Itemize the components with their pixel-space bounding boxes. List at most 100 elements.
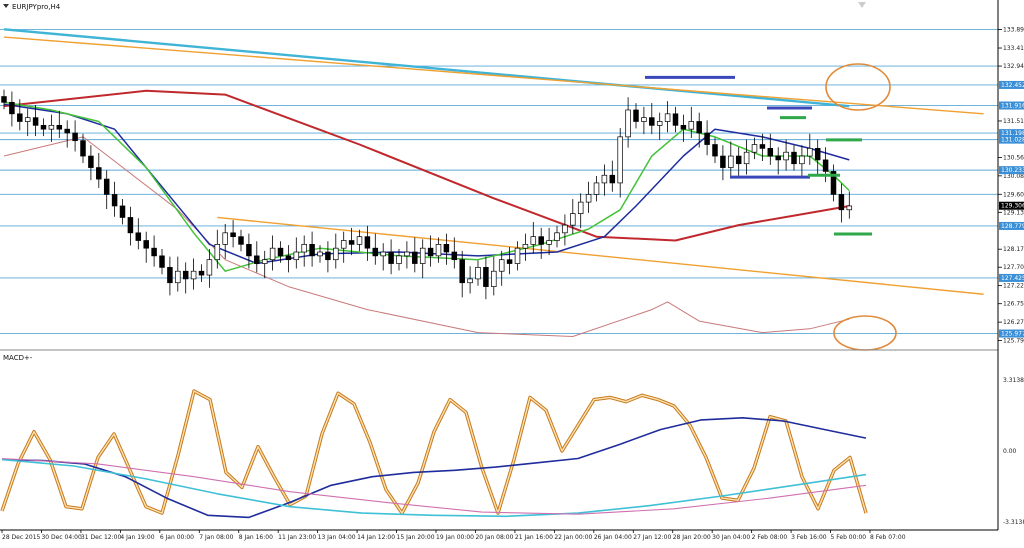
bear-candle-body xyxy=(325,251,331,261)
price-tick-label: 131.514 xyxy=(1003,118,1024,125)
candle xyxy=(96,152,102,188)
bear-candle-body xyxy=(198,270,205,276)
candle xyxy=(672,106,679,133)
macd-tick-label: 3.3138 xyxy=(1003,377,1024,384)
price-tick-label: 130.084 xyxy=(1003,173,1024,180)
price-label-text: 131.198 xyxy=(1001,130,1024,137)
candle xyxy=(577,193,584,229)
bear-candle-body xyxy=(285,255,292,261)
candle xyxy=(48,114,55,142)
candle xyxy=(412,237,418,273)
candle xyxy=(419,239,426,279)
bull-candle-body xyxy=(728,155,734,168)
bear-candle-body xyxy=(182,270,189,280)
candle xyxy=(617,128,623,198)
bull-candle-body xyxy=(475,267,481,280)
candle xyxy=(159,248,165,275)
bear-candle-body xyxy=(277,247,284,257)
candle xyxy=(380,243,386,271)
bull-candle-body xyxy=(333,247,339,261)
annotation-marks xyxy=(645,63,897,351)
time-tick-label: 13 Jan 04:00 xyxy=(318,534,356,541)
bull-candle-body xyxy=(641,117,647,122)
bear-candle-body xyxy=(167,267,173,284)
time-tick-label: 30 Jan 04:00 xyxy=(712,534,750,541)
bear-candle-body xyxy=(822,159,829,172)
bull-candle-body xyxy=(554,232,560,241)
bull-candle-body xyxy=(222,232,228,245)
bull-candle-body xyxy=(751,144,758,153)
bear-candle-body xyxy=(712,144,718,157)
macd-tick-label: -3.3138 xyxy=(1003,519,1024,526)
bear-candle-body xyxy=(443,243,450,253)
candle xyxy=(783,139,789,171)
candle xyxy=(593,176,600,202)
bull-candle-body xyxy=(293,251,300,261)
candle xyxy=(40,118,47,137)
bull-candle-body xyxy=(562,224,568,234)
candle xyxy=(356,229,363,252)
candle xyxy=(435,237,442,263)
bear-candle-body xyxy=(735,155,742,165)
corner-arrow-icon xyxy=(858,2,866,8)
candle xyxy=(633,103,639,129)
price-tick-label: 126.754 xyxy=(1003,301,1024,308)
bull-candle-body xyxy=(404,251,410,257)
price-panel[interactable]: EURJPYpro,H4 xyxy=(0,2,998,351)
candle xyxy=(791,145,797,171)
time-tick-label: 15 Jan 20:00 xyxy=(397,534,435,541)
price-label-box xyxy=(999,221,1024,230)
bull-candle-body xyxy=(498,259,505,272)
candle xyxy=(190,258,197,290)
candle xyxy=(372,233,379,265)
bull-candle-body xyxy=(577,201,584,214)
candle xyxy=(735,147,742,179)
price-label-box xyxy=(999,273,1024,282)
candle xyxy=(451,237,458,269)
candle xyxy=(198,264,205,282)
candle xyxy=(601,164,608,196)
bear-candle-body xyxy=(767,148,774,157)
bear-candle-body xyxy=(680,124,687,130)
candle xyxy=(680,114,687,142)
bear-candle-body xyxy=(254,255,260,264)
trendline xyxy=(3,36,984,115)
collapse-triangle-icon xyxy=(3,4,9,8)
moving-average-line xyxy=(3,136,850,337)
bull-candle-body xyxy=(435,243,442,257)
macd-panel[interactable]: MACD+- xyxy=(0,354,868,519)
bear-candle-body xyxy=(412,251,418,264)
candle xyxy=(846,191,853,219)
candle xyxy=(103,170,110,210)
candle xyxy=(459,250,465,298)
bear-candle-body xyxy=(720,155,726,168)
candle xyxy=(340,231,347,263)
candle xyxy=(396,248,402,271)
bear-candle-body xyxy=(696,121,702,134)
time-tick-label: 31 Dec 12:00 xyxy=(81,534,122,541)
price-tick-label: 127.224 xyxy=(1003,283,1024,290)
time-tick-label: 20 Jan 08:00 xyxy=(475,534,513,541)
bull-candle-body xyxy=(206,259,213,276)
candle xyxy=(1,89,7,110)
candle xyxy=(498,250,505,286)
candle xyxy=(767,133,774,165)
price-label-text: 129.306 xyxy=(1001,203,1024,210)
macd-line xyxy=(1,416,867,519)
candle xyxy=(285,245,292,273)
bear-candle-body xyxy=(538,236,544,245)
candle xyxy=(704,120,710,156)
price-label-box xyxy=(999,80,1024,89)
candle xyxy=(119,199,126,225)
bear-candle-body xyxy=(704,132,710,145)
candle xyxy=(404,241,410,269)
candle xyxy=(254,241,260,273)
bull-candle-body xyxy=(301,243,307,253)
candle xyxy=(609,160,616,192)
bear-candle-body xyxy=(119,205,126,218)
time-tick-label: 22 Jan 00:00 xyxy=(554,534,592,541)
candle xyxy=(467,266,473,294)
candlesticks xyxy=(1,89,853,300)
symbol-header: EURJPYpro,H4 xyxy=(3,3,61,11)
bear-candle-body xyxy=(64,128,70,134)
